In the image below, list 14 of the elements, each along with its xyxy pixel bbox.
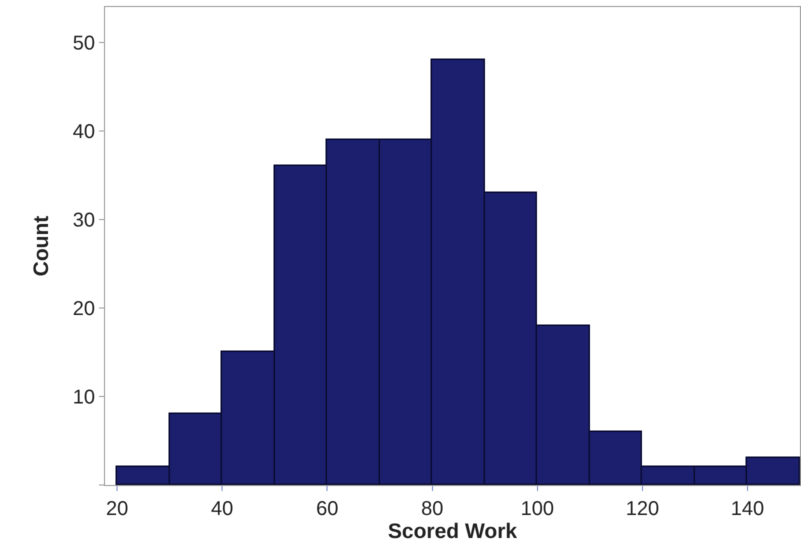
x-tick-label: 120 <box>626 498 660 520</box>
x-tick-label: 40 <box>211 498 234 520</box>
x-tick-label: 20 <box>106 498 128 520</box>
y-tick-label: 30 <box>72 209 95 232</box>
x-tick-label: 140 <box>730 498 764 520</box>
x-tick-label: 80 <box>421 498 444 520</box>
y-tick-label: 40 <box>72 120 95 143</box>
y-tick-label: 10 <box>72 386 95 408</box>
x-tick-label: 100 <box>520 498 554 520</box>
x-tick-label: 60 <box>316 498 338 520</box>
y-axis-title: Count <box>30 216 53 276</box>
y-tick-label: 20 <box>72 298 95 320</box>
y-tick-label: 50 <box>72 32 95 54</box>
x-axis-title: Scored Work <box>388 520 518 544</box>
